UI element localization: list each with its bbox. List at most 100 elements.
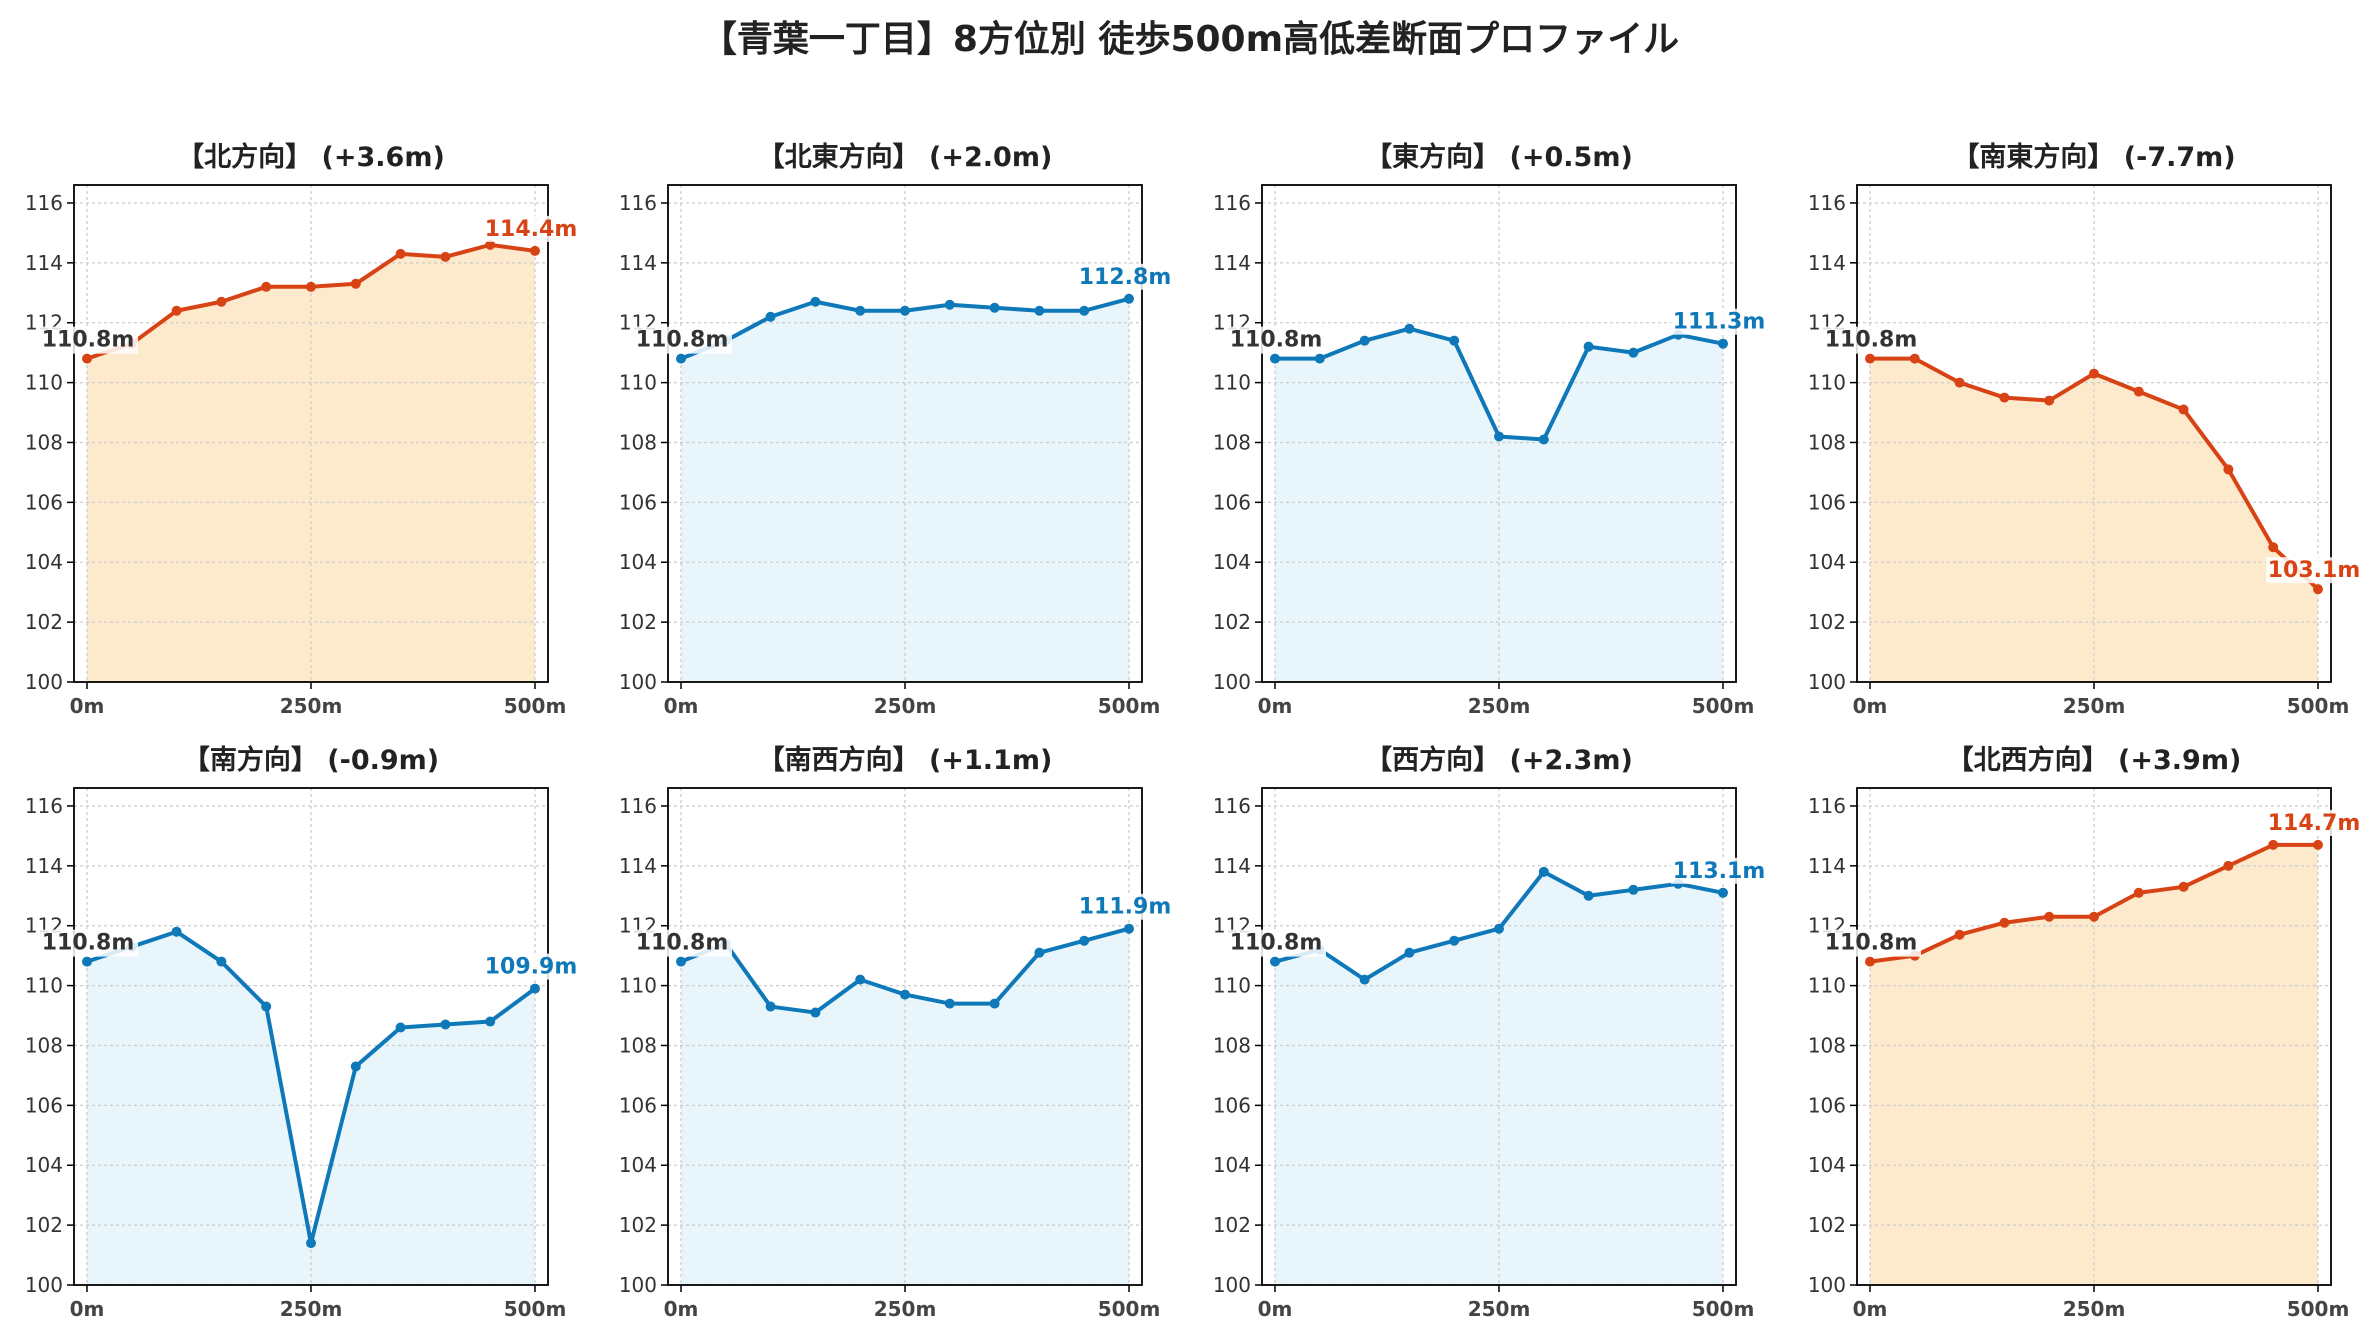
x-tick-label: 250m	[2063, 1297, 2126, 1321]
x-tick-label: 500m	[504, 1297, 567, 1321]
y-tick-label: 114	[1808, 251, 1846, 275]
data-point	[1999, 917, 2010, 928]
data-point	[855, 974, 866, 985]
y-tick-label: 116	[619, 191, 657, 215]
start-label-box	[1226, 929, 1326, 957]
data-point	[810, 296, 821, 307]
y-tick-label: 116	[25, 794, 63, 818]
start-value-label: 110.8m	[636, 328, 729, 353]
end-label-box	[1671, 857, 1767, 884]
end-label-box	[1671, 308, 1767, 335]
x-tick-label: 500m	[504, 694, 567, 718]
y-tick-label: 100	[1213, 670, 1251, 694]
data-point	[765, 311, 776, 322]
end-label-box	[1077, 893, 1173, 920]
y-tick-label: 114	[619, 251, 657, 275]
x-tick-label: 500m	[2287, 1297, 2350, 1321]
end-label-box	[483, 953, 579, 980]
x-tick-label: 500m	[1098, 694, 1161, 718]
y-tick-label: 104	[25, 550, 63, 574]
y-tick-label: 114	[619, 854, 657, 878]
y-tick-label: 100	[1808, 1273, 1846, 1297]
data-point	[1034, 305, 1045, 316]
y-tick-label: 114	[1213, 854, 1251, 878]
data-point	[1124, 923, 1134, 934]
y-tick-label: 108	[25, 1033, 63, 1057]
y-tick-label: 106	[619, 1093, 657, 1117]
start-value-label: 110.8m	[1825, 328, 1918, 353]
data-point	[1079, 305, 1090, 316]
x-tick-label: 500m	[2287, 694, 2350, 718]
y-tick-label: 102	[619, 1213, 657, 1237]
data-point	[944, 998, 955, 1009]
area-fill	[681, 298, 1129, 682]
start-value-label: 110.8m	[636, 931, 729, 956]
y-tick-label: 100	[25, 1273, 63, 1297]
data-point	[216, 296, 227, 307]
x-tick-label: 250m	[874, 694, 937, 718]
data-point	[171, 305, 182, 316]
end-value-label: 114.7m	[2268, 811, 2361, 836]
y-tick-label: 102	[1808, 610, 1846, 634]
start-label-box	[1821, 929, 1921, 957]
y-tick-label: 100	[25, 670, 63, 694]
x-tick-label: 0m	[1258, 1297, 1293, 1321]
data-point	[261, 1001, 272, 1012]
start-label-box	[632, 929, 732, 957]
data-point	[306, 1238, 316, 1249]
data-point	[440, 1019, 451, 1030]
y-tick-label: 110	[1808, 371, 1846, 395]
y-tick-label: 100	[619, 670, 657, 694]
data-point	[1359, 974, 1370, 985]
end-value-label: 103.1m	[2268, 558, 2361, 583]
y-tick-label: 110	[25, 974, 63, 998]
data-point	[1314, 353, 1325, 364]
data-point	[485, 1016, 496, 1027]
x-tick-label: 500m	[1692, 694, 1755, 718]
data-point	[395, 1022, 406, 1033]
data-point	[1954, 929, 1965, 940]
data-point	[2044, 395, 2055, 406]
end-label-box	[2266, 809, 2362, 836]
y-tick-label: 104	[1808, 1153, 1846, 1177]
data-point	[261, 281, 272, 292]
end-value-label: 112.8m	[1079, 265, 1172, 290]
y-tick-label: 102	[25, 1213, 63, 1237]
data-point	[989, 302, 1000, 313]
y-tick-label: 116	[619, 794, 657, 818]
y-tick-label: 110	[619, 974, 657, 998]
x-tick-label: 250m	[280, 694, 343, 718]
y-tick-label: 106	[25, 490, 63, 514]
data-point	[1628, 347, 1639, 358]
data-point	[1718, 887, 1728, 898]
data-point	[530, 245, 540, 256]
y-tick-label: 110	[1213, 974, 1251, 998]
end-value-label: 113.1m	[1673, 859, 1766, 884]
start-label-box	[632, 326, 732, 354]
y-tick-label: 114	[1808, 854, 1846, 878]
y-tick-label: 102	[1213, 1213, 1251, 1237]
data-point	[1909, 353, 1920, 364]
data-point	[2223, 464, 2234, 475]
y-tick-label: 104	[619, 550, 657, 574]
data-point	[2268, 839, 2279, 850]
x-tick-label: 0m	[664, 694, 699, 718]
end-label-box	[483, 215, 579, 242]
x-tick-label: 0m	[70, 694, 105, 718]
y-tick-label: 100	[619, 1273, 657, 1297]
y-tick-label: 114	[1213, 251, 1251, 275]
data-point	[1538, 866, 1549, 877]
data-point	[485, 239, 496, 250]
x-tick-label: 500m	[1098, 1297, 1161, 1321]
data-point	[1494, 923, 1504, 934]
x-tick-label: 0m	[664, 1297, 699, 1321]
data-point	[1718, 338, 1728, 349]
y-tick-label: 108	[1808, 1033, 1846, 1057]
y-tick-label: 104	[1213, 550, 1251, 574]
x-tick-label: 250m	[874, 1297, 937, 1321]
y-tick-label: 110	[1808, 974, 1846, 998]
data-point	[1404, 323, 1415, 334]
data-point	[2133, 887, 2144, 898]
